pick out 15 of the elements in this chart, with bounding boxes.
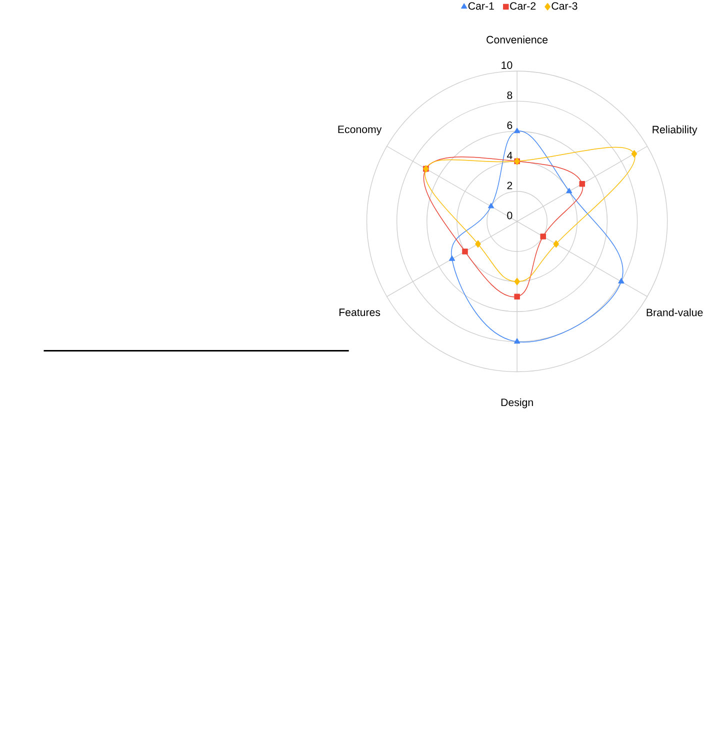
legend-label: Car-3 bbox=[552, 2, 578, 10]
spoke-label: Features bbox=[340, 308, 380, 316]
legend-label: Car-2 bbox=[510, 2, 536, 10]
y-tick-label: 8 bbox=[507, 91, 512, 99]
spoke-label: Economy bbox=[338, 126, 382, 136]
spoke-label: Reliability bbox=[652, 126, 698, 136]
y-tick-label: 10 bbox=[502, 61, 512, 69]
y-tick-label: 6 bbox=[507, 122, 512, 130]
y-tick-label: 4 bbox=[507, 152, 512, 160]
spoke-label: Brand-value bbox=[646, 308, 703, 316]
spoke-label: Design bbox=[502, 398, 534, 408]
legend-label: Car-1 bbox=[468, 2, 494, 10]
y-tick-label: 2 bbox=[507, 182, 512, 190]
y-tick-label: 0 bbox=[507, 212, 512, 220]
spoke-label: Convenience bbox=[486, 36, 548, 44]
